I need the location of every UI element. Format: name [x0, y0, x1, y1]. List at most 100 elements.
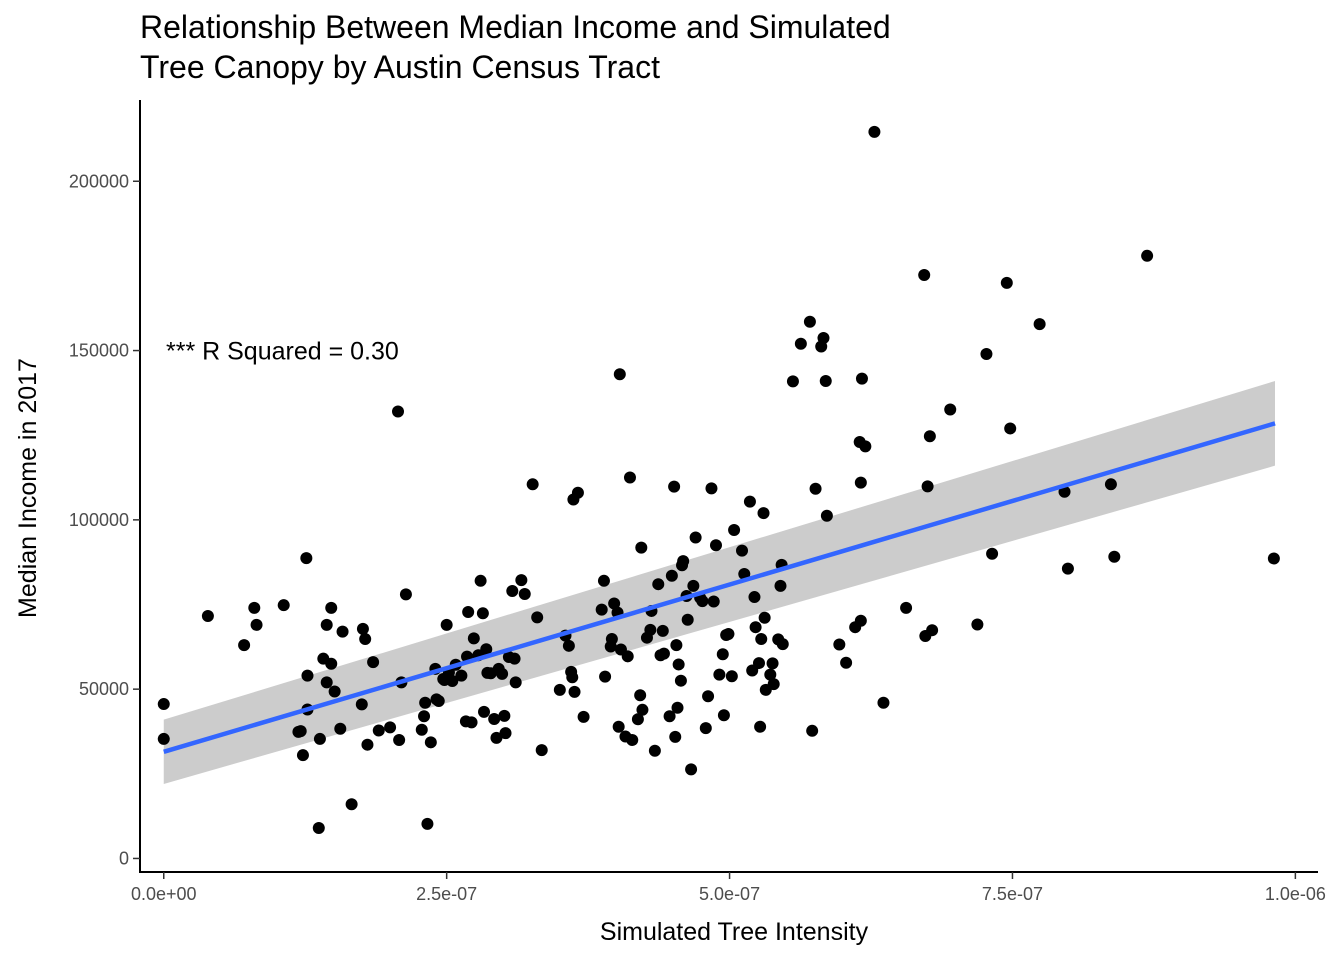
data-point	[854, 614, 867, 627]
data-point	[648, 744, 661, 757]
data-point	[1141, 249, 1154, 262]
data-point	[465, 716, 478, 729]
data-point	[562, 639, 575, 652]
data-point	[509, 676, 522, 689]
data-point	[652, 578, 665, 591]
data-point	[248, 601, 261, 614]
data-point	[320, 618, 333, 631]
data-point	[531, 611, 544, 624]
data-point	[250, 618, 263, 631]
regression-line	[163, 421, 1276, 754]
data-point	[296, 749, 309, 762]
data-point	[794, 337, 807, 350]
data-point	[571, 486, 584, 499]
data-point	[415, 723, 428, 736]
data-point	[657, 647, 670, 660]
data-point	[668, 480, 681, 493]
data-point	[605, 633, 618, 646]
data-point	[462, 605, 475, 618]
data-point	[717, 709, 730, 722]
data-point	[767, 678, 780, 691]
chart-title-line-2: Tree Canopy by Austin Census Tract	[140, 49, 660, 85]
data-point	[665, 569, 678, 582]
data-point	[674, 674, 687, 687]
data-point	[677, 555, 690, 568]
data-point	[859, 440, 872, 453]
data-point	[325, 657, 338, 670]
data-point	[508, 652, 521, 665]
data-point	[597, 574, 610, 587]
data-point	[631, 713, 644, 726]
data-point	[157, 698, 170, 711]
r-squared-annotation: *** R Squared = 0.30	[166, 338, 399, 366]
data-point	[440, 618, 453, 631]
data-point	[421, 817, 434, 830]
data-point	[613, 368, 626, 381]
data-point	[418, 710, 431, 723]
data-point	[921, 480, 934, 493]
data-point	[201, 610, 214, 623]
data-point	[1108, 550, 1121, 563]
data-point	[644, 623, 657, 636]
data-point	[478, 705, 491, 718]
data-point	[488, 712, 501, 725]
data-point	[424, 736, 437, 749]
x-tick-label: 1.0e-06	[1265, 884, 1326, 904]
data-point	[687, 579, 700, 592]
confidence-ribbon	[163, 381, 1275, 784]
data-point	[755, 633, 768, 646]
chart-title: Relationship Between Median Income and S…	[140, 9, 891, 85]
data-point	[877, 696, 890, 709]
data-point	[419, 696, 432, 709]
x-tick-label: 5.0e-07	[699, 884, 760, 904]
data-point	[748, 591, 761, 604]
x-tick-label: 2.5e-07	[416, 884, 477, 904]
data-point	[1061, 562, 1074, 575]
data-point	[702, 690, 715, 703]
data-point	[336, 625, 349, 638]
data-point	[696, 595, 709, 608]
data-point	[355, 698, 368, 711]
plot-area: *** R Squared = 0.30	[157, 125, 1280, 834]
data-point	[656, 624, 669, 637]
data-point	[367, 656, 380, 669]
data-point	[757, 507, 770, 520]
data-point	[506, 584, 519, 597]
data-point	[238, 639, 251, 652]
data-point	[636, 703, 649, 716]
data-point	[855, 372, 868, 385]
x-tick-label: 0.0e+00	[131, 884, 197, 904]
data-point	[345, 798, 358, 811]
data-point	[498, 709, 511, 722]
data-point	[301, 669, 314, 682]
data-point	[566, 671, 579, 684]
data-point	[671, 701, 684, 714]
data-point	[599, 670, 612, 683]
y-tick-label: 150000	[69, 341, 129, 361]
data-point	[300, 552, 313, 565]
data-point	[294, 725, 307, 738]
data-point	[868, 125, 881, 138]
data-point	[722, 627, 735, 640]
data-point	[399, 588, 412, 601]
data-point	[634, 689, 647, 702]
data-point	[672, 658, 685, 671]
data-point	[681, 613, 694, 626]
data-point	[670, 639, 683, 652]
y-tick-label: 0	[119, 848, 129, 868]
data-point	[707, 595, 720, 608]
data-point	[833, 638, 846, 651]
data-point	[496, 667, 509, 680]
y-tick-label: 50000	[79, 679, 129, 699]
data-point	[1033, 318, 1046, 331]
data-point	[980, 347, 993, 360]
data-point	[623, 471, 636, 484]
data-point	[806, 724, 819, 737]
data-point	[699, 722, 712, 735]
chart-title-line-1: Relationship Between Median Income and S…	[140, 9, 891, 45]
data-point	[490, 731, 503, 744]
data-point	[786, 375, 799, 388]
data-point	[663, 710, 676, 723]
data-point	[595, 603, 608, 616]
scatter-points	[157, 125, 1280, 834]
